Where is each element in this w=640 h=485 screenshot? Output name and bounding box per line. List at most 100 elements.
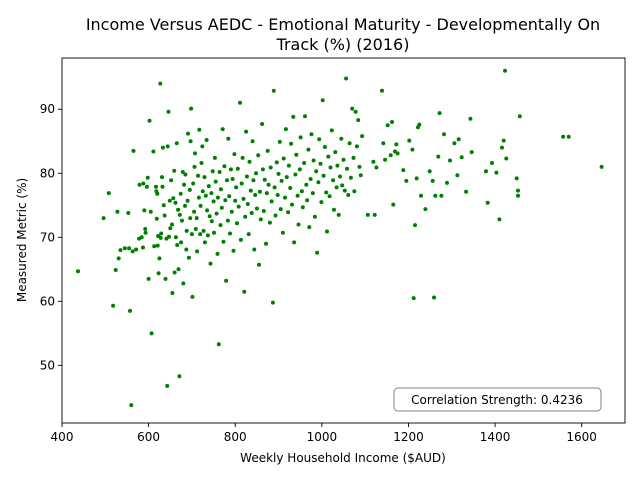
data-point (260, 122, 265, 126)
data-point (271, 88, 276, 93)
data-point (148, 209, 153, 214)
data-point (176, 267, 181, 272)
data-point (249, 211, 254, 215)
data-point (503, 68, 507, 73)
data-point (186, 131, 190, 136)
data-point (254, 171, 258, 176)
data-point (204, 138, 209, 142)
data-point (371, 159, 376, 164)
annotation-box (393, 387, 602, 412)
data-point (372, 212, 377, 217)
data-point (139, 235, 144, 240)
data-point (130, 249, 135, 254)
data-point (290, 202, 294, 207)
data-point (220, 127, 225, 132)
data-point (116, 256, 121, 261)
data-point (196, 173, 200, 178)
data-point (177, 374, 182, 379)
x-tick-label: 1000 (307, 430, 338, 444)
data-point (115, 209, 120, 214)
data-point (224, 278, 229, 283)
x-tick-label: 1200 (393, 430, 424, 444)
data-point (395, 151, 400, 156)
data-point (183, 172, 188, 177)
data-point (184, 228, 189, 233)
data-point (272, 185, 277, 190)
data-point (365, 212, 370, 217)
chart-title-line-1: Income Versus AEDC - Emotional Maturity … (86, 15, 600, 34)
data-point (223, 198, 228, 203)
data-point (321, 173, 326, 178)
data-point (170, 291, 175, 295)
data-point (198, 232, 203, 237)
data-point (299, 189, 304, 194)
data-point (188, 216, 193, 221)
data-point (156, 271, 161, 276)
data-point (427, 169, 432, 174)
data-point (192, 164, 197, 169)
data-point (227, 194, 232, 199)
data-point (172, 168, 177, 173)
plot-frame (61, 57, 626, 424)
data-point (185, 198, 190, 203)
data-point (455, 173, 460, 178)
data-point (217, 170, 222, 174)
data-point (413, 223, 417, 228)
data-point (391, 202, 396, 207)
data-point (251, 178, 256, 183)
data-point (232, 152, 237, 157)
data-point (142, 208, 147, 213)
data-point (341, 157, 346, 162)
data-point (316, 180, 321, 185)
data-point (356, 118, 361, 123)
data-point (177, 212, 182, 217)
data-point (128, 308, 132, 313)
data-point (230, 177, 235, 181)
data-point (256, 153, 261, 158)
data-point (311, 158, 316, 163)
data-point (190, 294, 195, 299)
data-point (261, 209, 266, 213)
data-point (158, 235, 163, 240)
data-point (189, 106, 194, 111)
data-point (187, 187, 192, 192)
data-point (213, 179, 218, 184)
data-point (209, 191, 214, 196)
data-point (168, 226, 173, 231)
data-point (300, 205, 305, 210)
data-point (334, 185, 339, 190)
data-point (315, 250, 320, 255)
data-point (201, 228, 206, 233)
data-point (76, 269, 80, 274)
data-point (198, 203, 203, 208)
x-tick-label: 800 (224, 430, 247, 444)
data-point (238, 237, 243, 242)
data-point (324, 190, 329, 195)
data-point (151, 149, 156, 154)
data-point (173, 200, 178, 205)
y-tick-label: 50 (40, 358, 55, 372)
data-point (131, 148, 136, 153)
data-point (137, 182, 142, 187)
data-point (180, 170, 185, 174)
data-point (111, 303, 116, 308)
data-point (211, 199, 216, 204)
data-point (242, 289, 247, 294)
data-point (295, 193, 300, 198)
data-point (459, 155, 464, 160)
data-point (216, 342, 221, 347)
data-point (516, 193, 520, 198)
data-point (347, 141, 352, 146)
data-point (360, 134, 365, 139)
data-point (350, 106, 355, 111)
data-point (275, 193, 280, 197)
data-point (147, 118, 152, 123)
data-point (289, 141, 294, 146)
data-point (322, 145, 327, 149)
data-point (176, 207, 181, 212)
x-tick-label: 1600 (566, 430, 597, 444)
data-point (158, 81, 163, 86)
data-point (186, 255, 191, 260)
